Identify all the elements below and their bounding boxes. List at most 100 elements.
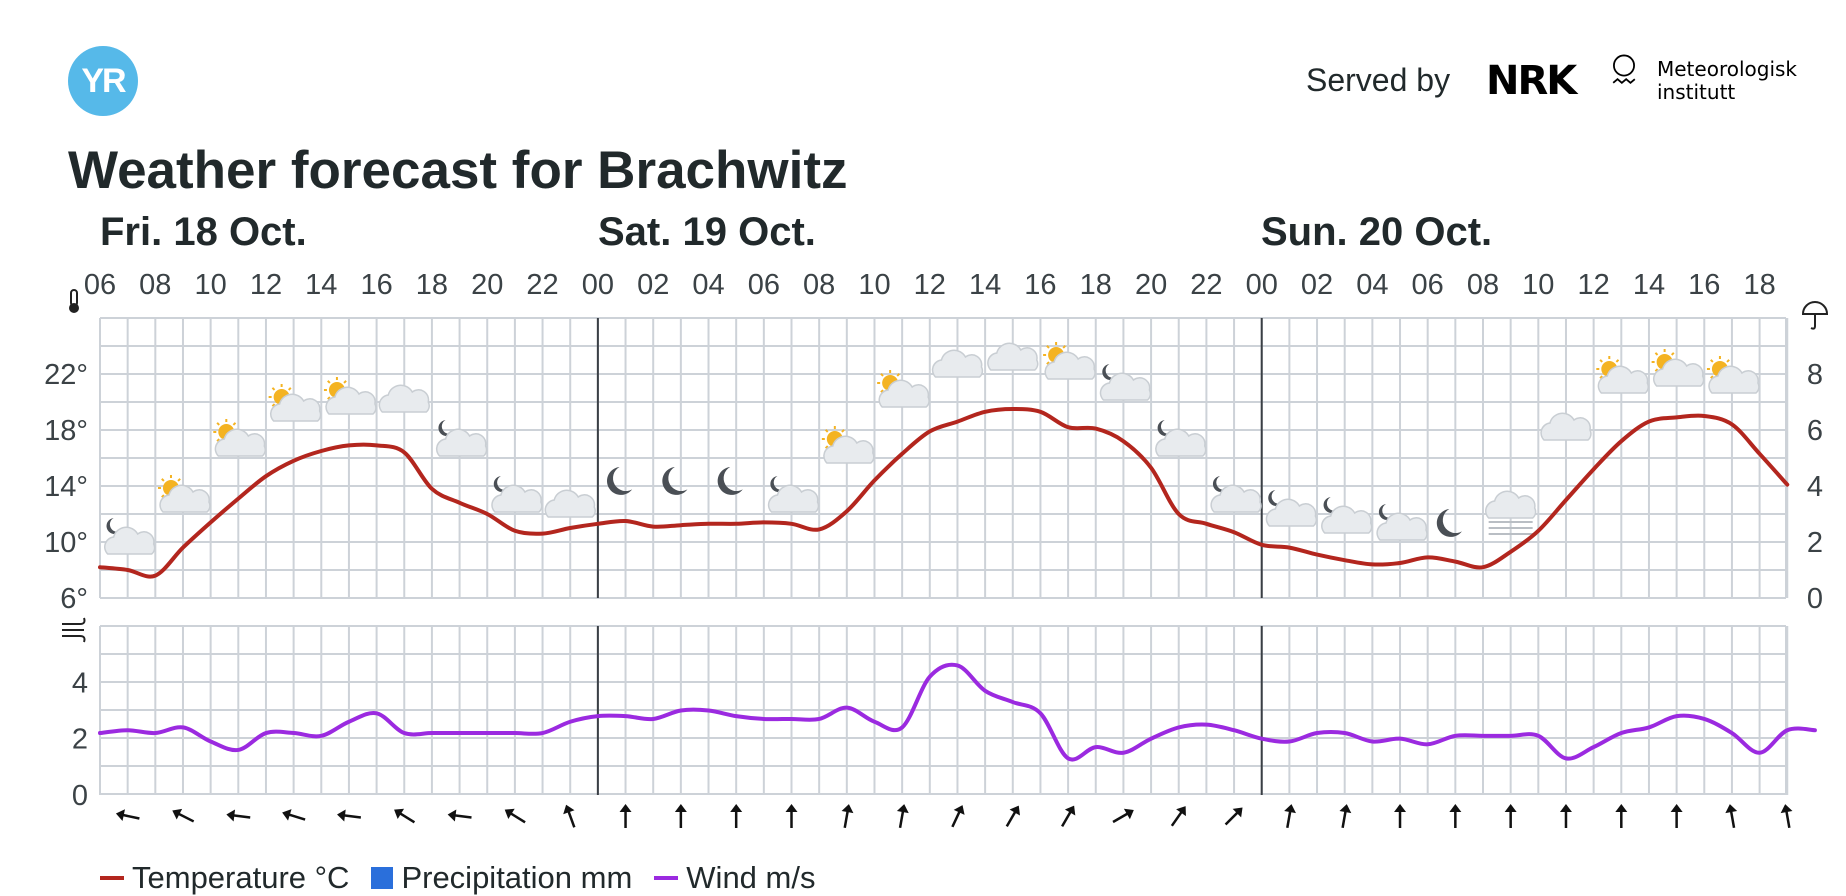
wind-arrow-icon: [896, 804, 909, 829]
day-label-sun: Sun. 20 Oct.: [1261, 210, 1493, 254]
legend-label: Temperature °C: [132, 860, 350, 895]
met-logo-line: Meteorologisk: [1657, 57, 1798, 81]
umbrella-icon: [1801, 301, 1829, 330]
hour-tick-label: 12: [250, 269, 282, 301]
hour-tick-label: 12: [1578, 269, 1610, 301]
yr-logo: YR: [68, 46, 138, 116]
cloud-sun-icon: [268, 384, 322, 422]
legend-swatch: [371, 867, 394, 889]
hour-tick-label: 18: [1743, 269, 1775, 301]
wind-line: [98, 662, 1817, 762]
hour-tick-label: 20: [1135, 269, 1167, 301]
hour-tick-label: 10: [195, 269, 227, 301]
hour-tick-label: 08: [803, 269, 835, 301]
wind-arrow-icon: [1670, 804, 1683, 828]
hour-tick-label: 22: [526, 269, 558, 301]
temperature-line: [98, 406, 1790, 579]
cloud-moon-icon: [435, 420, 488, 457]
cloud-sun-icon: [1651, 349, 1705, 387]
forecast-chart: 06 08 10 12 14 16 18 20 22 00 02 04 06 08 10 12 14 16 18 20…: [44, 269, 1829, 829]
wind-arrow-icon: [1615, 804, 1628, 828]
cloud-icon: [544, 489, 596, 518]
wind-arrow-icon: [1449, 804, 1462, 828]
hour-tick-label: 16: [1024, 269, 1056, 301]
wind-arrow-icon: [337, 809, 362, 822]
nrk-logo: NRK: [1486, 58, 1577, 104]
cloud-moon-icon: [1321, 497, 1373, 534]
hour-tick-label: 10: [858, 269, 890, 301]
wind-arrow-icon: [1005, 805, 1020, 828]
legend-label: Precipitation mm: [401, 860, 633, 895]
wind-arrow-icon: [1725, 804, 1738, 829]
legend: Temperature °C Precipitation mm Wind m/s: [100, 860, 815, 896]
met-logo-line: institutt: [1657, 80, 1736, 104]
wind-arrow-icon: [674, 804, 687, 828]
wind-arrow-icon: [226, 809, 251, 822]
cloud-sun-icon: [1706, 356, 1760, 394]
hour-tick-label: 02: [637, 269, 669, 301]
hour-tick-label: 00: [1246, 269, 1278, 301]
wind-arrow-icon: [1224, 807, 1243, 826]
hour-tick-label: 12: [914, 269, 946, 301]
met-logo-icon: [1612, 54, 1636, 84]
cloud-moon-icon: [767, 476, 820, 513]
precip-y-tick-label: 8: [1807, 359, 1823, 391]
wind-arrow-icon: [1780, 804, 1793, 829]
cloud-sun-icon: [821, 426, 875, 464]
hour-tick-label: 04: [692, 269, 724, 301]
wind-arrow-icon: [1061, 805, 1076, 828]
wind-arrow-icon: [1504, 804, 1517, 828]
hour-tick-label: 18: [1080, 269, 1112, 301]
wind-arrow-icon: [115, 809, 140, 822]
hour-tick-label: 14: [305, 269, 337, 301]
hour-tick-label: 10: [1522, 269, 1554, 301]
cloud-moon-icon: [104, 518, 156, 555]
cloud-icon: [931, 349, 984, 378]
legend-swatch: [654, 876, 679, 880]
cloud-sun-icon: [1043, 342, 1096, 380]
hour-tick-label: 06: [1412, 269, 1444, 301]
precip-y-tick-label: 6: [1807, 415, 1823, 447]
legend-item: Wind m/s: [654, 860, 815, 896]
wind-arrow-icon: [1112, 808, 1134, 824]
wind-arrow-icon: [785, 804, 798, 828]
temp-y-tick-label: 14°: [44, 471, 88, 503]
hour-tick-label: 08: [139, 269, 171, 301]
page-title: Weather forecast for Brachwitz: [68, 141, 848, 200]
cloud-sun-icon: [213, 419, 266, 457]
wind-arrow-icon: [951, 805, 965, 828]
hour-tick-label: 02: [1301, 269, 1333, 301]
hour-tick-label: 20: [471, 269, 503, 301]
moon-icon: [606, 467, 633, 495]
wind-arrow-icon: [730, 804, 743, 828]
wind-arrow-icon: [1394, 804, 1407, 828]
served-by-label: Served by: [1306, 62, 1451, 98]
wind-arrow-icon: [841, 804, 854, 829]
moon-icon: [717, 467, 743, 495]
legend-item: Temperature °C: [100, 860, 349, 896]
cloud-icon: [378, 384, 430, 413]
cloud-sun-icon: [323, 377, 377, 415]
day-label-fri: Fri. 18 Oct.: [100, 210, 307, 254]
precip-y-tick-label: 4: [1807, 471, 1823, 503]
hour-tick-label: 04: [1356, 269, 1388, 301]
wind-arrow-icon: [504, 808, 526, 824]
legend-label: Wind m/s: [686, 860, 816, 895]
wind-arrow-icon: [394, 808, 416, 824]
cloud-moon-icon: [1099, 364, 1152, 401]
wind-y-tick-label: 2: [72, 724, 88, 756]
hour-tick-label: 14: [1633, 269, 1665, 301]
hour-tick-label: 16: [360, 269, 392, 301]
moon-icon: [662, 467, 688, 495]
wind-arrow-icon: [172, 808, 195, 823]
wind-arrow-icon: [1170, 806, 1186, 827]
hour-tick-label: 06: [748, 269, 780, 301]
moon-icon: [1436, 509, 1462, 537]
cloud-icon: [1540, 412, 1592, 441]
hour-tick-label: 06: [84, 269, 116, 301]
wind-icon: [62, 617, 86, 643]
temp-y-tick-label: 10°: [44, 527, 88, 559]
thermometer-icon: [69, 289, 79, 313]
wind-y-tick-label: 0: [72, 780, 88, 812]
wind-arrow-icon: [619, 804, 632, 828]
